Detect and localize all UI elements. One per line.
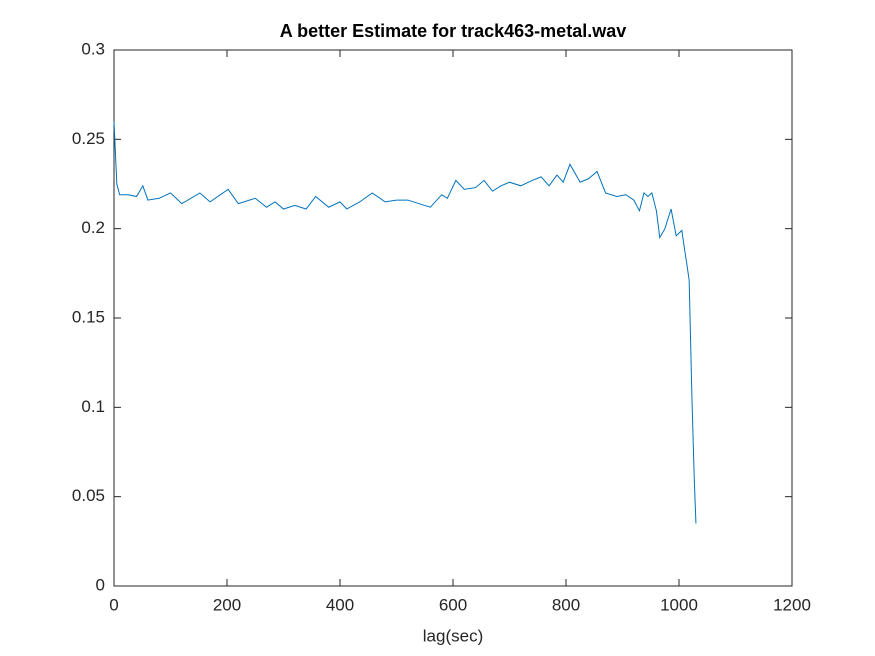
y-tick-label: 0.1 (81, 397, 105, 416)
chart-title: A better Estimate for track463-metal.wav (280, 21, 626, 41)
y-tick-label: 0.3 (81, 39, 105, 58)
y-tick-label: 0.25 (72, 129, 105, 148)
plot-area (113, 49, 793, 587)
y-tick-label: 0.05 (72, 486, 105, 505)
x-axis-label: lag(sec) (423, 626, 483, 645)
x-tick-label: 0 (109, 595, 118, 614)
x-tick-label: 200 (213, 595, 241, 614)
x-tick-label: 1000 (660, 595, 698, 614)
x-tick-label: 1200 (773, 595, 811, 614)
y-tick-label: 0 (96, 575, 105, 594)
x-tick-label: 400 (326, 595, 354, 614)
y-tick-label: 0.2 (81, 218, 105, 237)
data-line (113, 121, 697, 524)
x-tick-label: 600 (439, 595, 467, 614)
x-tick-label: 800 (552, 595, 580, 614)
y-tick-label: 0.15 (72, 307, 105, 326)
